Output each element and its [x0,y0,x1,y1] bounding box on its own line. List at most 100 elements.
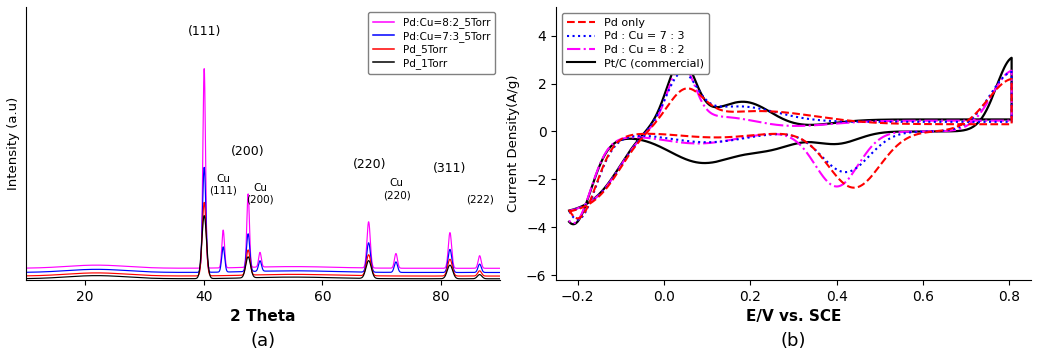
X-axis label: E/V vs. SCE: E/V vs. SCE [746,309,841,324]
Text: Cu
(200): Cu (200) [246,183,274,204]
Pd : Cu = 8 : 2: (0.752, 1.3): Cu = 8 : 2: (0.752, 1.3) [983,98,995,102]
Pd : Cu = 7 : 3: (-0.199, -3.68): Cu = 7 : 3: (-0.199, -3.68) [572,217,584,222]
Pd_5Torr [507,274,519,278]
Y-axis label: Intensity (a.u): Intensity (a.u) [7,97,20,190]
Pd : Cu = 8 : 2: (0.0538, 2.6): Cu = 8 : 2: (0.0538, 2.6) [681,67,693,71]
Text: (a): (a) [250,332,275,350]
Text: (311): (311) [433,162,467,175]
Pt/C (commercial) [983,104,995,108]
Line: Pd:Cu=7:3_5Torr: Pd:Cu=7:3_5Torr [26,167,513,272]
Y-axis label: Current Density(A/g): Current Density(A/g) [508,75,520,212]
Pt/C (commercial) [862,118,874,122]
Line: Pt/C (commercial): Pt/C (commercial) [569,58,1012,224]
Pd:Cu=7:3_5Torr [336,270,349,274]
Pd_5Torr [383,274,395,278]
Pd:Cu=7:3_5Torr [419,270,432,275]
Legend: Pd:Cu=8:2_5Torr, Pd:Cu=7:3_5Torr, Pd_5Torr, Pd_1Torr: Pd:Cu=8:2_5Torr, Pd:Cu=7:3_5Torr, Pd_5To… [368,12,495,74]
Pd_1Torr [507,277,519,281]
Pd:Cu=8:2_5Torr [20,266,32,270]
Pd:Cu=8:2_5Torr [206,266,218,270]
Pt/C (commercial) [568,222,580,226]
Pd_5Torr [198,200,211,205]
Pd_5Torr [20,274,32,278]
Text: (220): (220) [353,158,386,171]
Pd:Cu=7:3_5Torr [108,268,120,272]
Pd : Cu = 8 : 2: (0.127, 0.638): Cu = 8 : 2: (0.127, 0.638) [713,114,726,118]
Pd:Cu=8:2_5Torr [108,263,120,268]
Pd_5Torr [311,272,324,277]
Text: Cu
(111): Cu (111) [210,174,237,196]
Pd_5Torr [336,273,349,277]
Pt/C (commercial) [712,105,725,109]
Pt/C (commercial) [947,117,959,122]
Pd:Cu=7:3_5Torr [20,270,32,275]
Pd_1Torr [20,276,32,281]
Line: Pd only: Pd only [569,79,1012,218]
Pd : Cu = 8 : 2: (-0.21, -3.83): Cu = 8 : 2: (-0.21, -3.83) [568,221,580,225]
Text: (b): (b) [781,332,807,350]
Pd only [983,96,995,101]
Pt/C (commercial) [964,126,977,130]
Pd only [1006,77,1018,81]
Pd_1Torr [336,276,349,280]
Pd:Cu=7:3_5Torr [206,270,218,275]
Pd only [563,208,575,212]
Pd : Cu = 8 : 2: (-0.22, -3.32): Cu = 8 : 2: (-0.22, -3.32) [563,209,575,213]
Pt/C (commercial) [680,60,692,64]
Pd : Cu = 7 : 3: (-0.22, -3.32): Cu = 7 : 3: (-0.22, -3.32) [563,209,575,213]
Pd_1Torr [206,276,218,280]
Pd : Cu = 8 : 2: (0.473, 0.411): Cu = 8 : 2: (0.473, 0.411) [863,120,875,124]
Text: Cu
(220): Cu (220) [383,178,410,200]
Pd_1Torr [198,213,211,218]
Pd:Cu=8:2_5Torr [507,266,519,270]
Text: (222): (222) [466,194,494,204]
Pd only [563,209,575,213]
Pd:Cu=7:3_5Torr [198,165,211,170]
Pd : Cu = 8 : 2: (-0.22, -3.73): Cu = 8 : 2: (-0.22, -3.73) [563,218,575,223]
Pd : Cu = 8 : 2: (0.0418, 2.8): Cu = 8 : 2: (0.0418, 2.8) [676,62,688,66]
Pd : Cu = 7 : 3: (0.67, 0.4): Cu = 7 : 3: (0.67, 0.4) [947,120,959,124]
Pt/C (commercial) [563,220,575,224]
Line: Pd_5Torr: Pd_5Torr [26,202,513,276]
Pd : Cu = 8 : 2: (0.709, 0.334): Cu = 8 : 2: (0.709, 0.334) [964,121,977,126]
Pd : Cu = 7 : 3: (0.805, 2.49): Cu = 7 : 3: (0.805, 2.49) [1006,70,1018,74]
Pd:Cu=7:3_5Torr [311,269,324,273]
Line: Pd : Cu = 8 : 2: Pd : Cu = 8 : 2 [569,64,1012,223]
Pd : Cu = 7 : 3: (0.471, 0.402): Cu = 7 : 3: (0.471, 0.402) [862,120,874,124]
Pd : Cu = 7 : 3: (0.126, 1.05): Cu = 7 : 3: (0.126, 1.05) [712,104,725,109]
Pd_5Torr [206,273,218,278]
Legend: Pd only, Pd : Cu = 7 : 3, Pd : Cu = 8 : 2, Pt/C (commercial): Pd only, Pd : Cu = 7 : 3, Pd : Cu = 8 : … [562,12,709,74]
Text: (200): (200) [231,145,265,158]
Pd:Cu=7:3_5Torr [507,270,519,275]
Line: Pd_1Torr: Pd_1Torr [26,216,513,279]
Line: Pd : Cu = 7 : 3: Pd : Cu = 7 : 3 [569,72,1012,220]
Pd_5Torr [419,274,432,278]
Pd only [947,122,959,126]
Pd:Cu=8:2_5Torr [383,266,395,270]
Pd only [964,116,977,121]
Line: Pd:Cu=8:2_5Torr: Pd:Cu=8:2_5Torr [26,69,513,268]
Pd:Cu=8:2_5Torr [336,265,349,270]
Pd only [862,120,874,124]
Pd_1Torr [383,277,395,281]
Pd : Cu = 7 : 3: (0.709, 0.466): Cu = 7 : 3: (0.709, 0.466) [964,118,977,122]
Pd : Cu = 8 : 2: (0.672, 0.45): Cu = 8 : 2: (0.672, 0.45) [948,119,960,123]
Pd only [572,216,584,221]
Pd only [680,86,692,91]
Pd_5Torr [108,271,120,276]
Pd_1Torr [108,274,120,278]
Pd : Cu = 7 : 3: (0.0521, 2.42): Cu = 7 : 3: (0.0521, 2.42) [680,71,692,76]
Pd_1Torr [419,277,432,281]
Pt/C (commercial) [563,208,575,213]
Pd:Cu=8:2_5Torr [311,265,324,269]
Pd:Cu=7:3_5Torr [383,270,395,275]
Pd only [712,107,725,111]
Pd_1Torr [311,275,324,280]
Text: (111): (111) [188,25,221,39]
X-axis label: 2 Theta: 2 Theta [230,309,296,324]
Pd : Cu = 7 : 3: (-0.22, -3.33): Cu = 7 : 3: (-0.22, -3.33) [563,209,575,213]
Pd:Cu=8:2_5Torr [198,66,211,71]
Pd:Cu=8:2_5Torr [419,266,432,270]
Pd : Cu = 7 : 3: (0.752, 1.43): Cu = 7 : 3: (0.752, 1.43) [983,95,995,99]
Pt/C (commercial) [1006,56,1018,60]
